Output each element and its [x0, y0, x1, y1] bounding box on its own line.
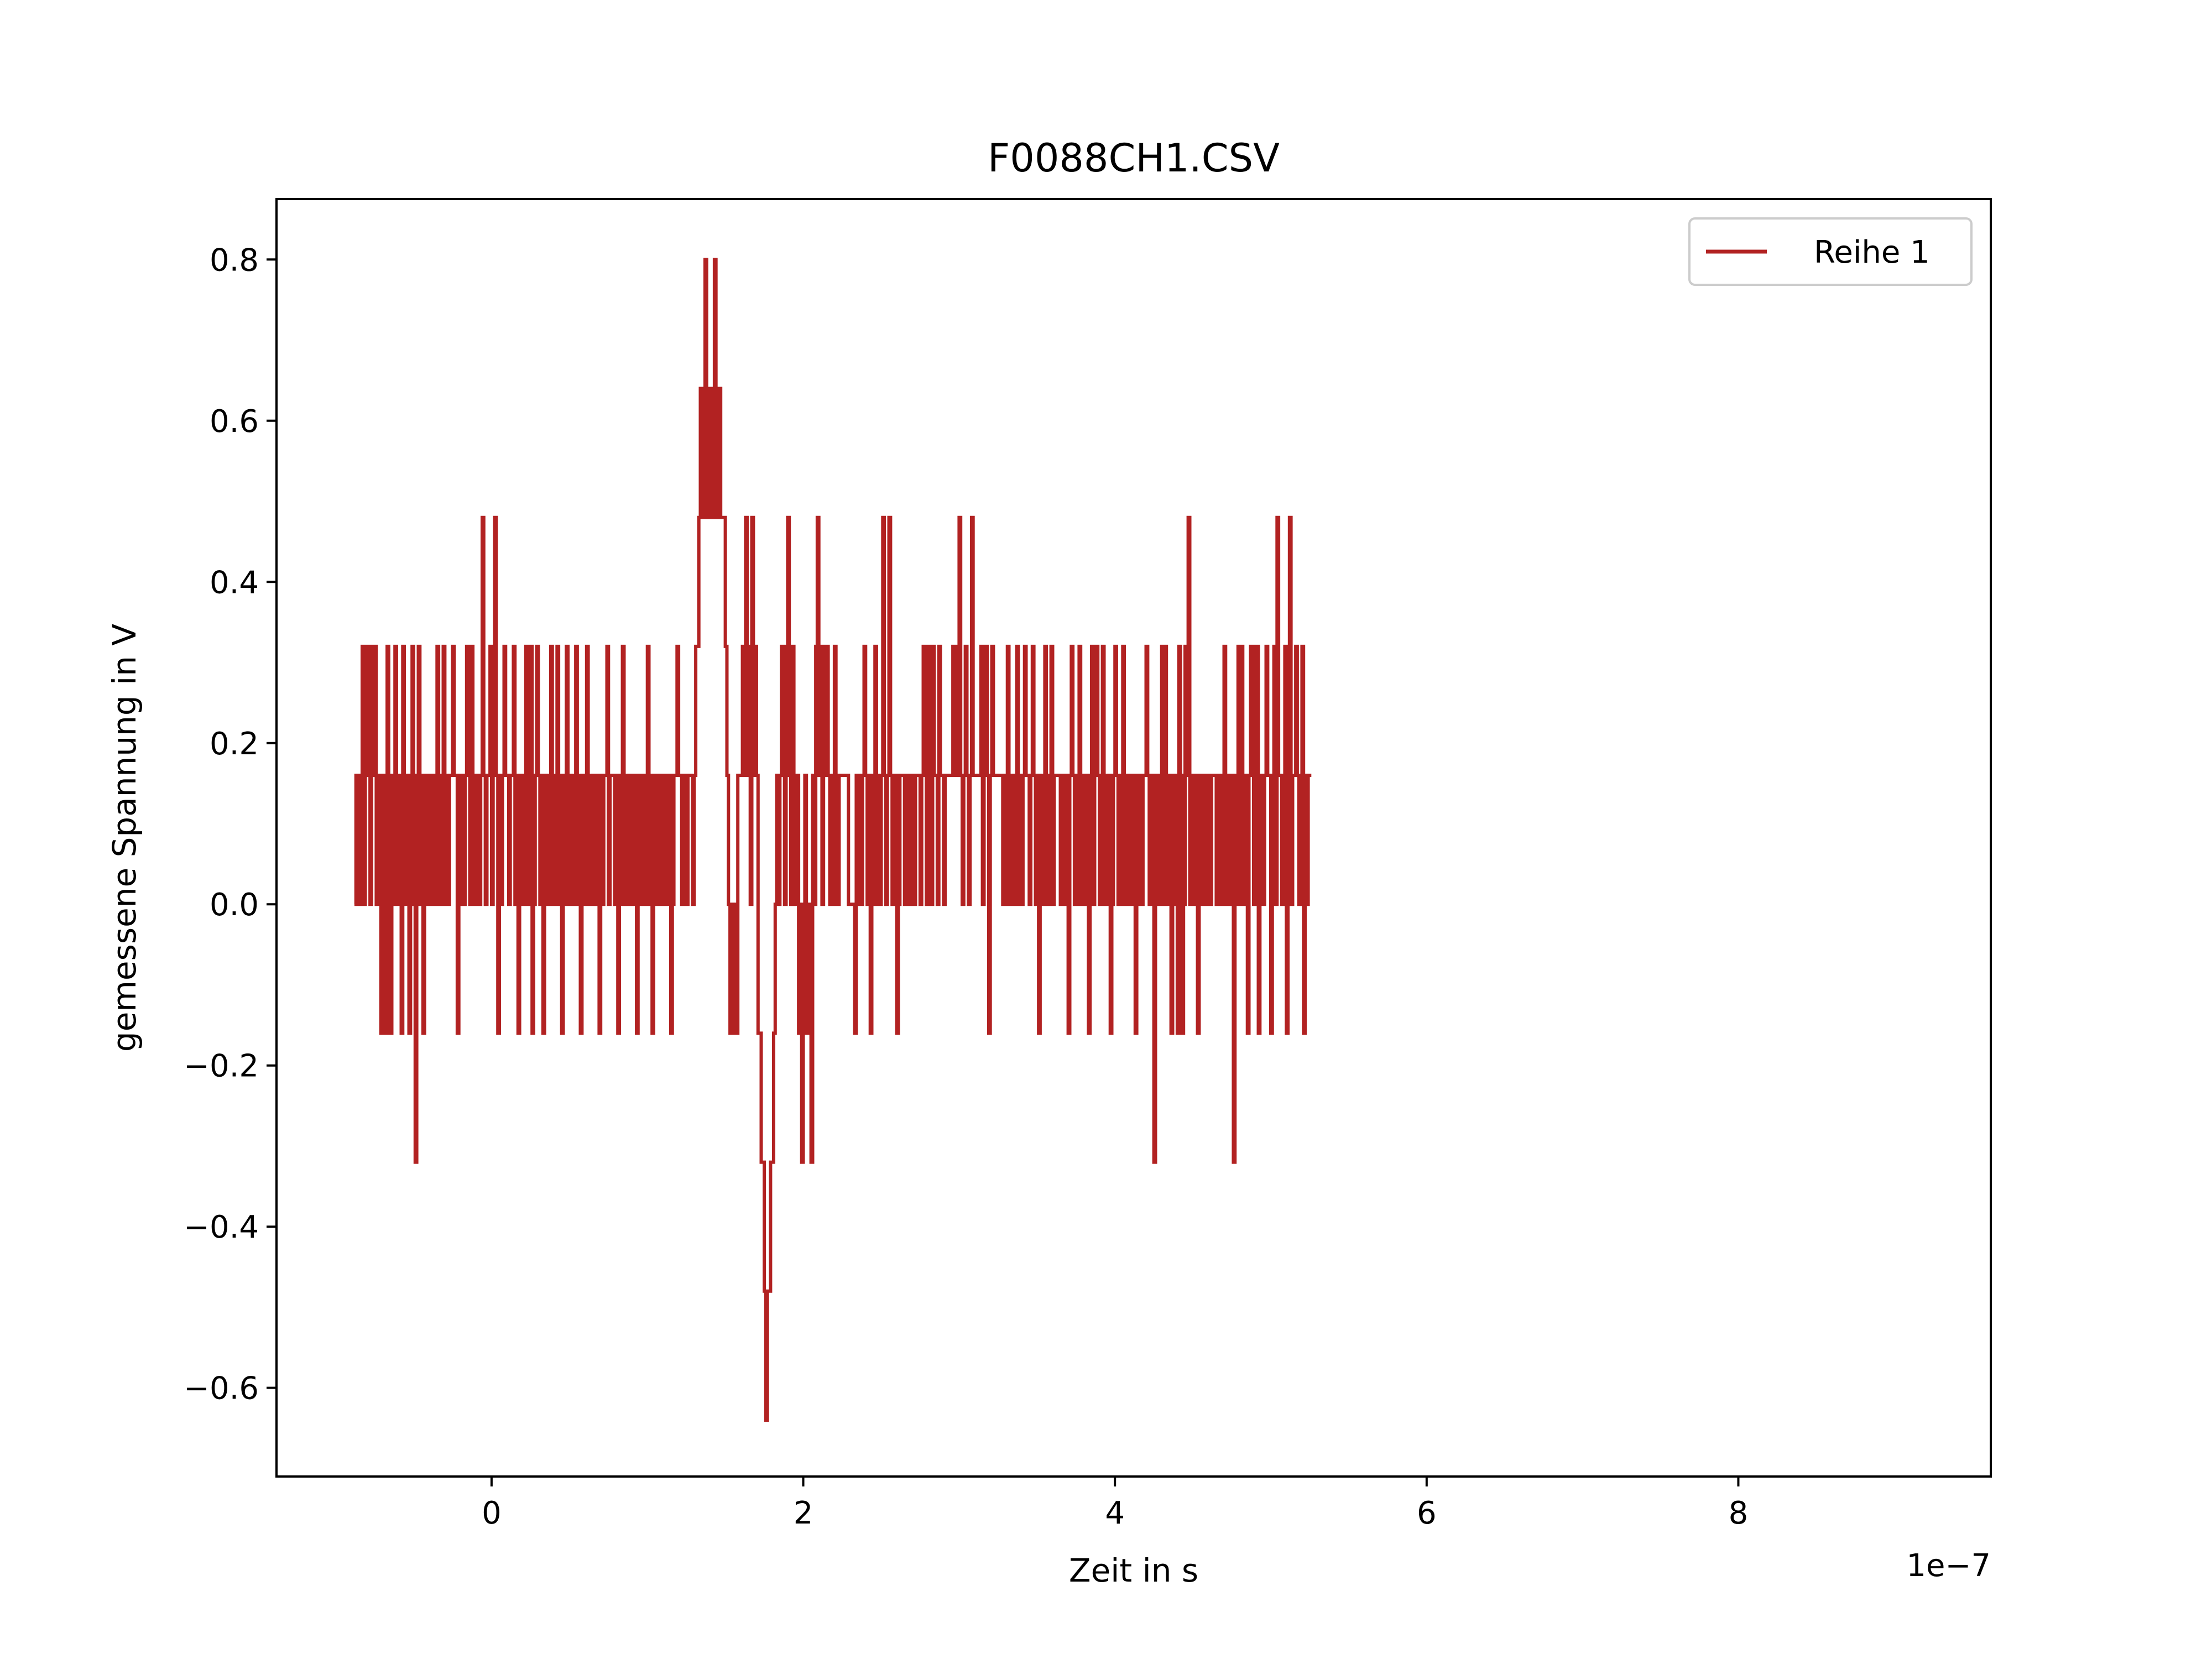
y-axis-label: gemessene Spannung in V: [106, 624, 143, 1052]
legend: Reihe 1: [1688, 217, 1973, 286]
y-tick-label: 0.4: [210, 565, 259, 601]
y-tick-label: −0.4: [184, 1209, 259, 1245]
x-axis-offset-label: 1e−7: [1906, 1548, 1991, 1584]
legend-box: [1688, 217, 1973, 286]
y-tick-label: 0.0: [210, 887, 259, 923]
x-tick-label: 4: [1105, 1495, 1125, 1531]
y-tick-label: −0.6: [184, 1371, 259, 1407]
x-tick-label: 8: [1729, 1495, 1749, 1531]
series-line-1: [354, 258, 1312, 1422]
x-tick-label: 6: [1417, 1495, 1437, 1531]
y-axis-ticks: −0.6 −0.4 −0.2 0.0 0.2 0.4 0.6 0.8: [184, 242, 276, 1407]
y-tick-label: −0.2: [184, 1048, 259, 1084]
x-axis-label: Zeit in s: [1069, 1552, 1198, 1589]
x-tick-label: 2: [794, 1495, 813, 1531]
series-layer: [354, 258, 1312, 1422]
y-tick-label: 0.8: [210, 242, 259, 278]
plot-frame: [275, 198, 1992, 1478]
legend-label-reihe-1: Reihe 1: [1814, 234, 1930, 270]
y-tick-label: 0.2: [210, 726, 259, 762]
x-tick-label: 0: [482, 1495, 502, 1531]
y-tick-label: 0.6: [210, 404, 259, 440]
chart-title: F0088CH1.CSV: [988, 135, 1280, 181]
x-axis-ticks: 0 2 4 6 8: [482, 1477, 1748, 1531]
